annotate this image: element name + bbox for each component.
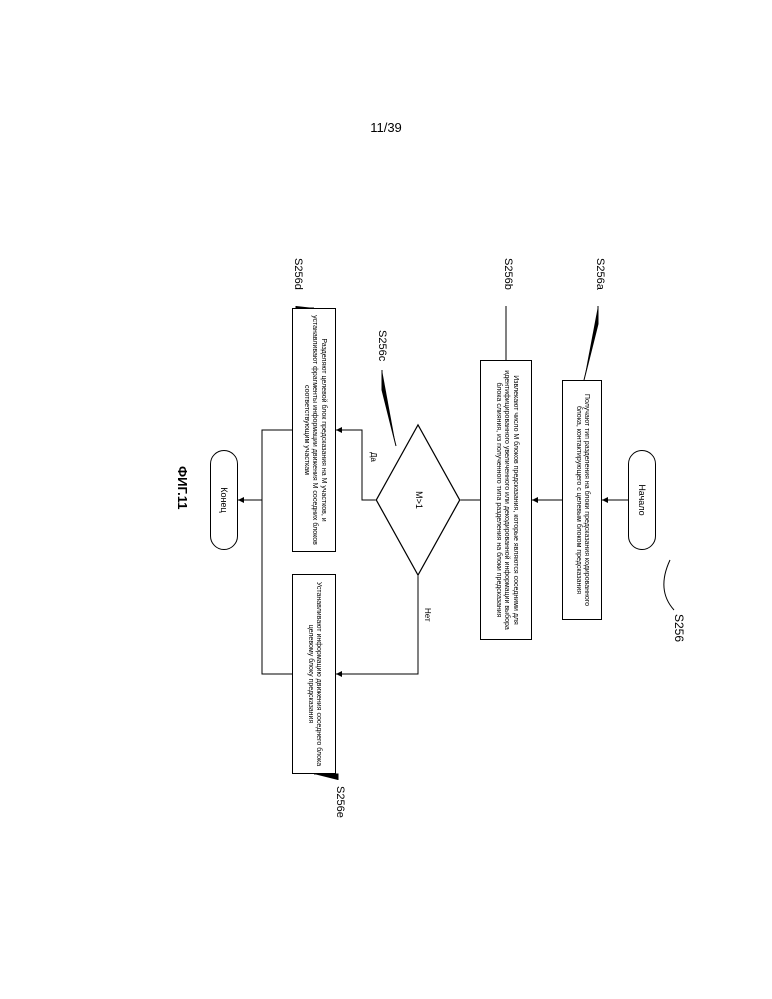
step-d-box: Разделяют целевой блок предсказания на M…	[292, 308, 336, 552]
step-e-id: S256e	[334, 786, 346, 818]
figure-label: ФИГ.11	[175, 466, 190, 510]
step-b-id: S256b	[502, 258, 514, 290]
figure-reference-text: S256	[672, 614, 686, 642]
end-terminal: Конец	[210, 450, 238, 550]
page-number: 11/39	[370, 120, 402, 135]
branch-yes-label: Да	[369, 452, 378, 462]
step-b-text: Извлекают число M блоков предсказания, к…	[493, 365, 518, 635]
flowchart-stage: S256 Начало Получают тип разделения на б…	[116, 214, 656, 786]
start-label: Начало	[637, 484, 647, 515]
start-terminal: Начало	[628, 450, 656, 550]
step-a-id: S256a	[594, 258, 606, 290]
step-b-box: Извлекают число M блоков предсказания, к…	[480, 360, 532, 640]
step-c-id: S256c	[376, 330, 388, 361]
step-e-text: Устанавливают информацию движения соседн…	[306, 579, 323, 769]
step-e-box: Устанавливают информацию движения соседн…	[292, 574, 336, 774]
end-label: Конец	[219, 487, 229, 512]
step-a-text: Получают тип разделения на блоки предска…	[574, 385, 591, 615]
step-a-box: Получают тип разделения на блоки предска…	[562, 380, 602, 620]
step-d-id: S256d	[292, 258, 304, 290]
decision-c-text: M>1	[414, 440, 424, 560]
figure-reference: S256	[672, 614, 686, 642]
step-d-text: Разделяют целевой блок предсказания на M…	[301, 313, 326, 547]
branch-no-label: Нет	[423, 608, 432, 622]
